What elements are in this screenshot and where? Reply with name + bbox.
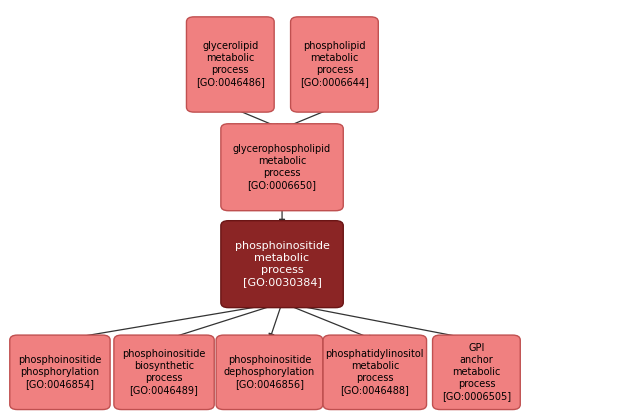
Text: phosphatidylinositol
metabolic
process
[GO:0046488]: phosphatidylinositol metabolic process […: [326, 349, 424, 395]
FancyBboxPatch shape: [9, 335, 110, 409]
Text: phospholipid
metabolic
process
[GO:0006644]: phospholipid metabolic process [GO:00066…: [300, 42, 369, 87]
Text: phosphoinositide
phosphorylation
[GO:0046854]: phosphoinositide phosphorylation [GO:004…: [18, 355, 102, 389]
Text: GPI
anchor
metabolic
process
[GO:0006505]: GPI anchor metabolic process [GO:0006505…: [442, 343, 511, 401]
FancyBboxPatch shape: [114, 335, 215, 409]
Text: glycerophospholipid
metabolic
process
[GO:0006650]: glycerophospholipid metabolic process [G…: [233, 144, 331, 190]
Text: glycerolipid
metabolic
process
[GO:0046486]: glycerolipid metabolic process [GO:00464…: [196, 42, 265, 87]
FancyBboxPatch shape: [187, 17, 274, 112]
FancyBboxPatch shape: [433, 335, 520, 409]
FancyBboxPatch shape: [221, 221, 343, 308]
Text: phosphoinositide
dephosphorylation
[GO:0046856]: phosphoinositide dephosphorylation [GO:0…: [224, 355, 315, 389]
Text: phosphoinositide
biosynthetic
process
[GO:0046489]: phosphoinositide biosynthetic process [G…: [122, 349, 206, 395]
FancyBboxPatch shape: [291, 17, 379, 112]
FancyBboxPatch shape: [221, 124, 343, 211]
Text: phosphoinositide
metabolic
process
[GO:0030384]: phosphoinositide metabolic process [GO:0…: [235, 241, 329, 287]
FancyBboxPatch shape: [216, 335, 322, 409]
FancyBboxPatch shape: [323, 335, 427, 409]
